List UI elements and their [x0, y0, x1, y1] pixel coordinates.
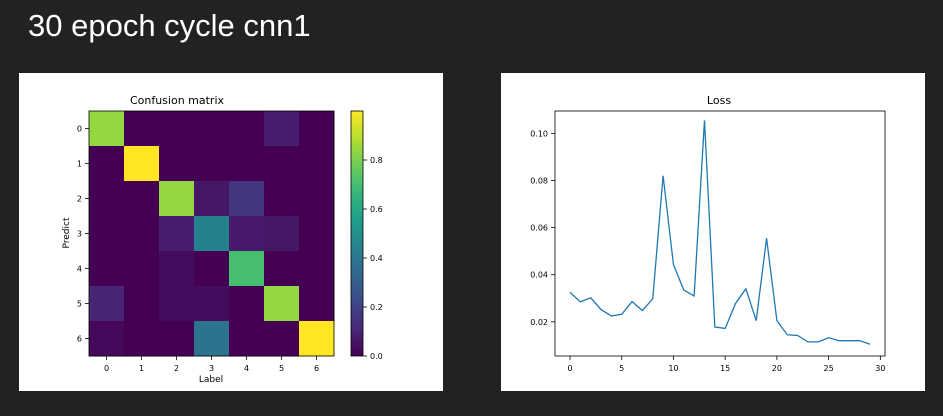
- colorbar-tick-label: 0.4: [370, 254, 383, 263]
- matrix-cell: [159, 181, 195, 217]
- y-tick-label: 0.06: [530, 224, 548, 233]
- x-tick-label: 25: [824, 364, 834, 373]
- matrix-cell: [89, 146, 125, 182]
- matrix-cell: [264, 111, 300, 147]
- confusion-matrix-ylabel: Predict: [62, 217, 72, 248]
- matrix-cell: [89, 321, 125, 357]
- matrix-cell: [194, 111, 230, 147]
- matrix-cell: [124, 251, 160, 287]
- matrix-cell: [299, 111, 335, 147]
- matrix-cell: [89, 251, 125, 287]
- matrix-cell: [89, 181, 125, 217]
- x-tick-label: 0: [567, 364, 572, 373]
- x-tick-label: 30: [875, 364, 885, 373]
- y-tick-label: 3: [77, 230, 82, 239]
- matrix-cell: [229, 251, 265, 287]
- matrix-cell: [124, 181, 160, 217]
- matrix-cell: [299, 321, 335, 357]
- confusion-matrix-xlabel: Label: [199, 375, 223, 385]
- matrix-cell: [124, 216, 160, 252]
- x-tick-label: 15: [720, 364, 730, 373]
- matrix-cell: [264, 251, 300, 287]
- x-tick-label: 4: [244, 364, 249, 373]
- colorbar-frame: [350, 110, 364, 357]
- y-tick-label: 1: [77, 160, 82, 169]
- y-tick-label: 0.10: [530, 129, 548, 138]
- matrix-cell: [299, 146, 335, 182]
- x-tick-label: 1: [139, 364, 144, 373]
- y-tick-label: 0.08: [530, 176, 548, 185]
- colorbar-tick-label: 0.2: [370, 303, 383, 312]
- x-tick-label: 10: [668, 364, 678, 373]
- matrix-cell: [194, 321, 230, 357]
- matrix-cell: [264, 216, 300, 252]
- matrix-cell: [299, 251, 335, 287]
- loss-panel: Loss 0 5 10 15 20 25 30 0.02 0.04 0.06 0.08 0.10: [501, 73, 925, 391]
- loss-series-line: [569, 120, 871, 345]
- colorbar-tick-label: 0.6: [370, 205, 383, 214]
- matrix-cell: [159, 146, 195, 182]
- colorbar: [351, 111, 363, 356]
- matrix-cell: [264, 286, 300, 322]
- matrix-cell: [299, 181, 335, 217]
- loss-title: Loss: [707, 94, 731, 107]
- y-tick-label: 2: [77, 195, 82, 204]
- loss-chart: Loss 0 5 10 15 20 25 30 0.02 0.04 0.06 0.08 0.10: [530, 94, 886, 373]
- matrix-cell: [124, 286, 160, 322]
- x-tick-label: 5: [619, 364, 624, 373]
- matrix-cell: [89, 286, 125, 322]
- matrix-cell: [299, 286, 335, 322]
- matrix-cell: [159, 286, 195, 322]
- matrix-cell: [229, 321, 265, 357]
- matrix-cell: [229, 111, 265, 147]
- matrix-cell: [159, 216, 195, 252]
- matrix-cell: [159, 111, 195, 147]
- matrix-cell: [89, 111, 125, 147]
- y-tick-label: 6: [77, 335, 82, 344]
- matrix-cell: [299, 216, 335, 252]
- matrix-cell: [264, 146, 300, 182]
- matrix-cell: [229, 181, 265, 217]
- y-tick-label: 0.04: [530, 271, 548, 280]
- matrix-cell: [229, 146, 265, 182]
- confusion-matrix-panel: Confusion matrix 0 1 2 3 4 5 6 0 1 2 3 4 5 6 Label Pr…: [19, 73, 443, 391]
- matrix-cell: [124, 146, 160, 182]
- y-tick-label: 5: [77, 300, 82, 309]
- y-tick-label: 0.02: [530, 318, 548, 327]
- matrix-cell: [159, 321, 195, 357]
- matrix-cell: [89, 216, 125, 252]
- loss-plot-frame: [554, 110, 886, 357]
- y-tick-label: 4: [77, 265, 82, 274]
- x-tick-label: 20: [772, 364, 782, 373]
- matrix-cell: [124, 321, 160, 357]
- x-tick-label: 5: [279, 364, 284, 373]
- x-tick-label: 2: [174, 364, 179, 373]
- colorbar-tick-label: 0.0: [370, 352, 383, 361]
- y-tick-label: 0: [77, 125, 82, 134]
- matrix-cell: [159, 251, 195, 287]
- colorbar-tick-label: 0.8: [370, 156, 383, 165]
- matrix-cell: [229, 286, 265, 322]
- x-tick-label: 6: [314, 364, 319, 373]
- matrix-cell: [194, 146, 230, 182]
- slide-title: 30 epoch cycle cnn1: [28, 8, 311, 43]
- matrix-cell: [264, 321, 300, 357]
- matrix-cell: [124, 111, 160, 147]
- matrix-cell: [194, 286, 230, 322]
- matrix-cell: [264, 181, 300, 217]
- x-tick-label: 3: [209, 364, 214, 373]
- x-tick-label: 0: [104, 364, 109, 373]
- confusion-matrix-chart: Confusion matrix 0 1 2 3 4 5 6 0 1 2 3 4 5 6 Label Pr…: [62, 94, 383, 385]
- matrix-cell: [229, 216, 265, 252]
- matrix-cell: [194, 181, 230, 217]
- matrix-cell: [194, 251, 230, 287]
- confusion-matrix-title: Confusion matrix: [130, 94, 225, 107]
- matrix-cell: [194, 216, 230, 252]
